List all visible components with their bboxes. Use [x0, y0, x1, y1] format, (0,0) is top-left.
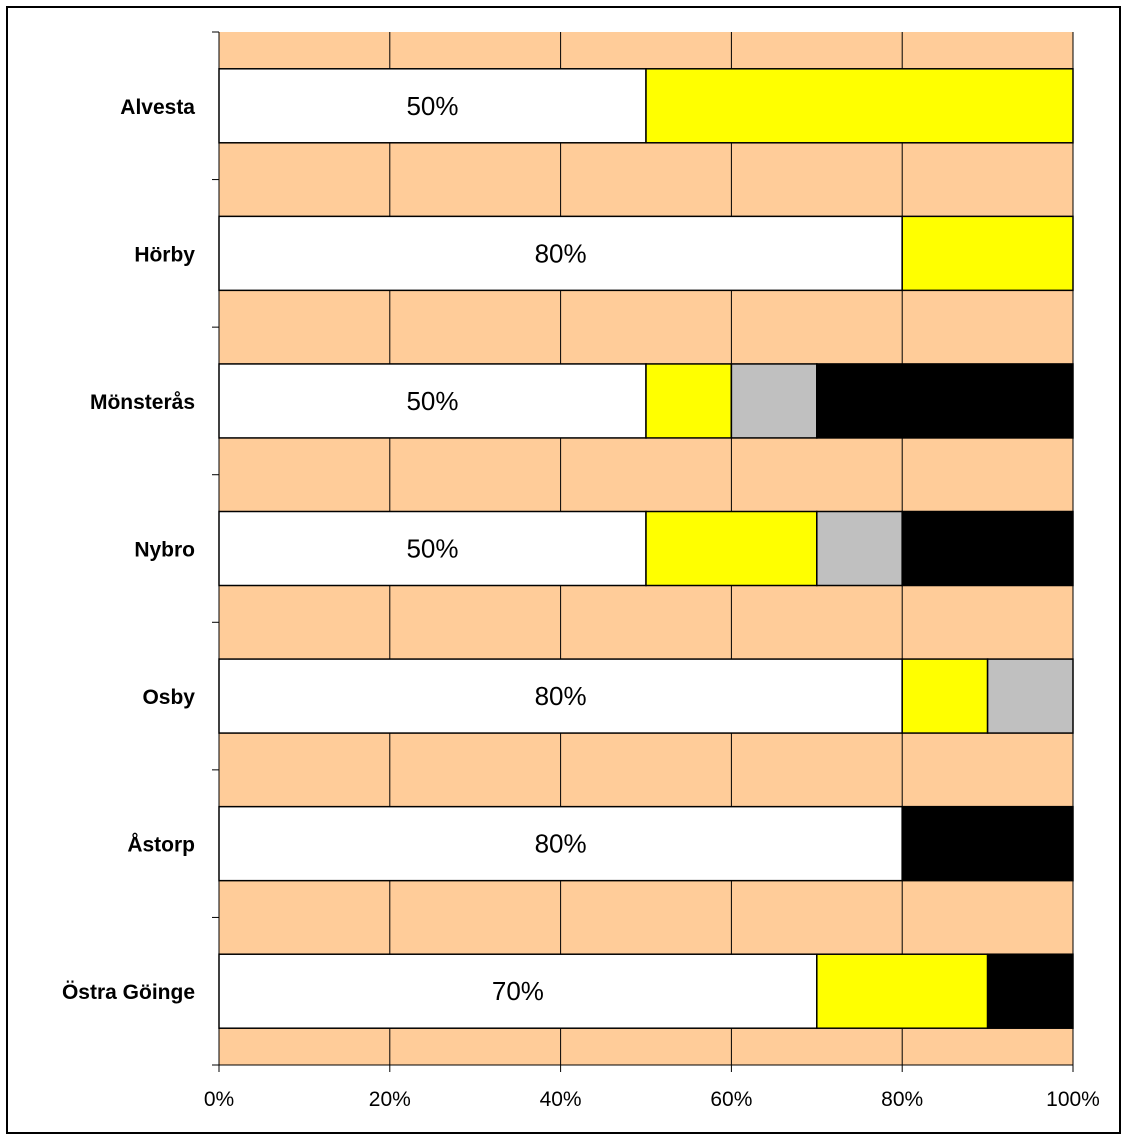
bar-segment: [986, 953, 1074, 1029]
bar-segment: [986, 658, 1074, 734]
bar-value-label: 80%: [535, 238, 587, 268]
bar-segment: [645, 68, 1074, 144]
bar-value-label: 50%: [406, 534, 458, 564]
bar-segment: [816, 363, 1074, 439]
bar-segment: [816, 953, 989, 1029]
bar-segment: [816, 510, 903, 587]
bar-value-label: 70%: [492, 976, 544, 1006]
category-label: Hörby: [134, 243, 195, 266]
x-tick-label: 60%: [710, 1088, 752, 1111]
bar-value-label: 80%: [535, 829, 587, 859]
bar-segment: [218, 68, 647, 144]
bar-segment: [645, 363, 733, 439]
bar-value-label: 50%: [406, 386, 458, 416]
bar-segment: [901, 510, 1074, 587]
bar-segment: [218, 953, 818, 1029]
category-label: Östra Göinge: [62, 981, 195, 1004]
category-label: Mönsterås: [90, 391, 195, 414]
bar-segment: [730, 363, 818, 439]
bar-segment: [645, 510, 818, 587]
category-label: Åstorp: [127, 833, 195, 857]
category-label: Nybro: [134, 539, 195, 562]
category-label: Osby: [142, 686, 195, 709]
x-tick-label: 0%: [204, 1088, 234, 1111]
bar-segment: [218, 215, 903, 292]
bar-segment: [218, 805, 903, 882]
bar-segment: [901, 215, 1074, 292]
x-tick-label: 20%: [369, 1088, 411, 1111]
category-label: Alvesta: [120, 96, 195, 119]
bar-value-label: 80%: [535, 681, 587, 711]
bar-segment: [218, 658, 903, 734]
bar-segment: [901, 805, 1074, 882]
x-tick-label: 40%: [540, 1088, 582, 1111]
x-tick-label: 80%: [881, 1088, 923, 1111]
bar-segment: [901, 658, 989, 734]
bar-value-label: 50%: [406, 91, 458, 121]
x-tick-label: 100%: [1046, 1088, 1100, 1111]
